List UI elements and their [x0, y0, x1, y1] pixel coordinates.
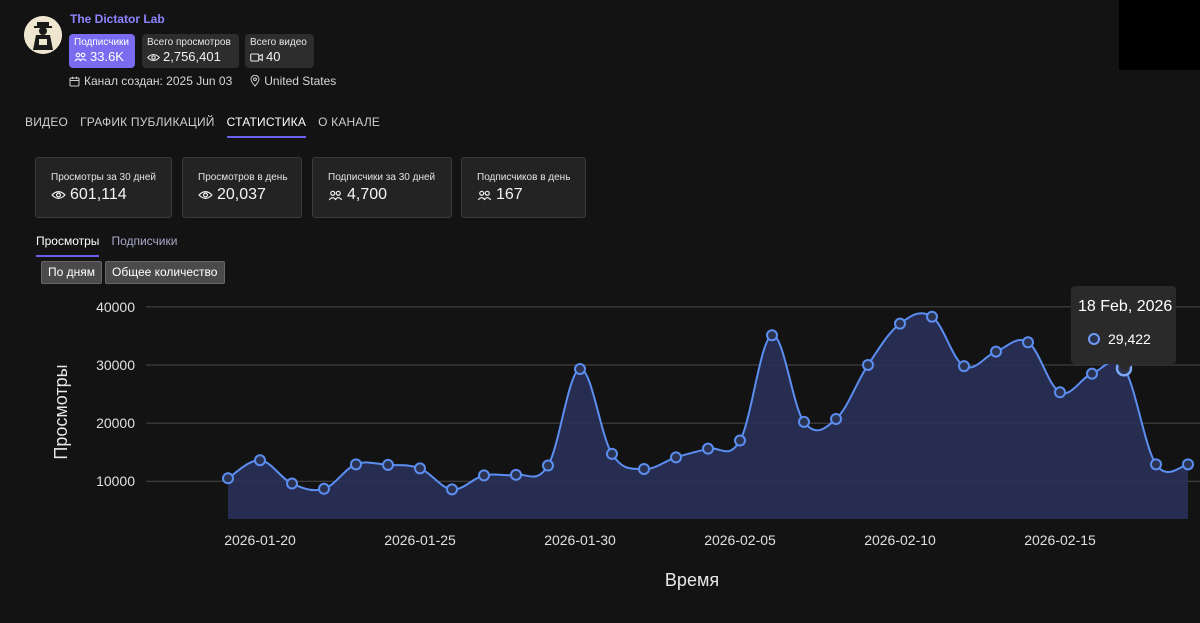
y-tick-label: 10000 [96, 473, 135, 489]
toggle-daily[interactable]: По дням [41, 261, 102, 284]
total-views-chip[interactable]: Всего просмотров 2,756,401 [142, 34, 239, 68]
data-point[interactable] [1022, 336, 1034, 349]
data-point[interactable] [670, 451, 682, 464]
kpi-value: 4,700 [347, 186, 388, 203]
kpi-label: Просмотры за 30 дней [51, 172, 156, 183]
metric-subtabs: Просмотры Подписчики [36, 234, 178, 257]
y-axis-label: Просмотры [51, 364, 71, 459]
data-point[interactable] [510, 468, 522, 481]
tooltip-date: 18 Feb, 2026 [1078, 298, 1173, 315]
subtab-subscribers[interactable]: Подписчики [111, 234, 178, 248]
tab-about[interactable]: О КАНАЛЕ [318, 115, 381, 129]
kpi-label: Просмотров в день [198, 172, 288, 183]
video-icon [250, 52, 263, 62]
x-tick-label: 2026-01-30 [544, 532, 616, 548]
calendar-icon [69, 76, 80, 86]
area-fill [228, 313, 1188, 519]
data-point[interactable] [830, 413, 842, 426]
data-point[interactable] [734, 434, 746, 447]
kpi-label: Подписчики за 30 дней [328, 172, 436, 183]
data-point[interactable] [638, 463, 650, 476]
subscribers-icon [328, 190, 343, 200]
tab-schedule[interactable]: ГРАФИК ПУБЛИКАЦИЙ [80, 115, 215, 129]
tab-statistics[interactable]: СТАТИСТИКА [226, 115, 307, 138]
x-tick-label: 2026-02-10 [864, 532, 936, 548]
x-axis-label: Время [665, 570, 719, 590]
corner-block [1119, 0, 1200, 70]
kpi-value: 20,037 [217, 186, 266, 203]
x-tick-label: 2026-01-20 [224, 532, 296, 548]
data-point[interactable] [862, 358, 874, 371]
data-point[interactable] [894, 317, 906, 330]
views-chart-svg: 10000 20000 30000 40000 2026-01-20 2026-01-25… [51, 299, 1200, 590]
chip-label: Всего видео [250, 37, 307, 48]
data-point[interactable] [222, 472, 234, 485]
data-point[interactable] [382, 458, 394, 471]
data-point[interactable] [1182, 458, 1194, 471]
y-tick-label: 40000 [96, 299, 135, 315]
kpi-value: 167 [496, 186, 523, 203]
chart-tooltip: 18 Feb, 2026 29,422 [1071, 286, 1176, 372]
eye-icon [147, 53, 160, 61]
x-tick-label: 2026-01-25 [384, 532, 456, 548]
data-point[interactable] [446, 483, 458, 496]
subscribers-chip[interactable]: Подписчики 33.6K [69, 34, 135, 68]
tooltip-series-dot [1088, 333, 1100, 345]
chip-value: 33.6K [90, 49, 124, 64]
data-point[interactable] [766, 329, 778, 342]
tooltip-value: 29,422 [1108, 331, 1151, 347]
data-point[interactable] [798, 415, 810, 428]
data-point[interactable] [606, 447, 618, 460]
eye-icon [198, 191, 213, 199]
channel-name[interactable]: The Dictator Lab [70, 12, 165, 26]
kpi-label: Подписчиков в день [477, 172, 571, 183]
data-point[interactable] [414, 462, 426, 475]
kpi-views-30d: Просмотры за 30 дней 601,114 [35, 157, 172, 218]
data-point[interactable] [702, 442, 714, 455]
data-point[interactable] [286, 477, 298, 490]
chip-label: Подписчики [74, 37, 130, 48]
data-point[interactable] [990, 345, 1002, 358]
views-chart: 10000 20000 30000 40000 2026-01-20 2026-01-25… [0, 290, 1200, 623]
country: United States [264, 74, 337, 88]
toggle-cumulative[interactable]: Общее количество [105, 261, 225, 284]
chip-label: Всего просмотров [147, 37, 231, 48]
y-tick-label: 30000 [96, 357, 135, 373]
data-point[interactable] [1086, 367, 1098, 380]
channel-logo-icon [24, 16, 62, 54]
data-point[interactable] [1150, 458, 1162, 471]
eye-icon [51, 191, 66, 199]
x-tick-label: 2026-02-05 [704, 532, 776, 548]
tab-videos[interactable]: ВИДЕО [25, 115, 69, 129]
channel-tabs: ВИДЕО ГРАФИК ПУБЛИКАЦИЙ СТАТИСТИКА О КАН… [25, 115, 392, 138]
data-point[interactable] [318, 482, 330, 495]
y-tick-label: 20000 [96, 415, 135, 431]
data-point[interactable] [574, 363, 586, 376]
kpi-subscribers-per-day: Подписчиков в день 167 [461, 157, 586, 218]
data-point[interactable] [1054, 386, 1066, 399]
x-tick-label: 2026-02-15 [1024, 532, 1096, 548]
kpi-views-per-day: Просмотров в день 20,037 [182, 157, 302, 218]
subscribers-icon [477, 190, 492, 200]
created-date: Канал создан: 2025 Jun 03 [84, 74, 233, 88]
data-point[interactable] [542, 459, 554, 472]
subtab-views[interactable]: Просмотры [36, 234, 100, 257]
data-point[interactable] [254, 454, 266, 467]
data-point[interactable] [478, 469, 490, 482]
data-point[interactable] [350, 458, 362, 471]
data-point[interactable] [958, 360, 970, 373]
total-videos-chip[interactable]: Всего видео 40 [245, 34, 314, 68]
kpi-subscribers-30d: Подписчики за 30 дней 4,700 [312, 157, 452, 218]
channel-meta: Канал создан: 2025 Jun 03 United States [69, 74, 336, 88]
subscribers-icon [74, 52, 87, 62]
channel-avatar[interactable] [24, 16, 62, 54]
data-point[interactable] [926, 310, 938, 323]
kpi-value: 601,114 [70, 186, 127, 203]
chip-value: 2,756,401 [163, 49, 221, 64]
chip-value: 40 [266, 49, 281, 64]
location-pin-icon [250, 75, 260, 87]
